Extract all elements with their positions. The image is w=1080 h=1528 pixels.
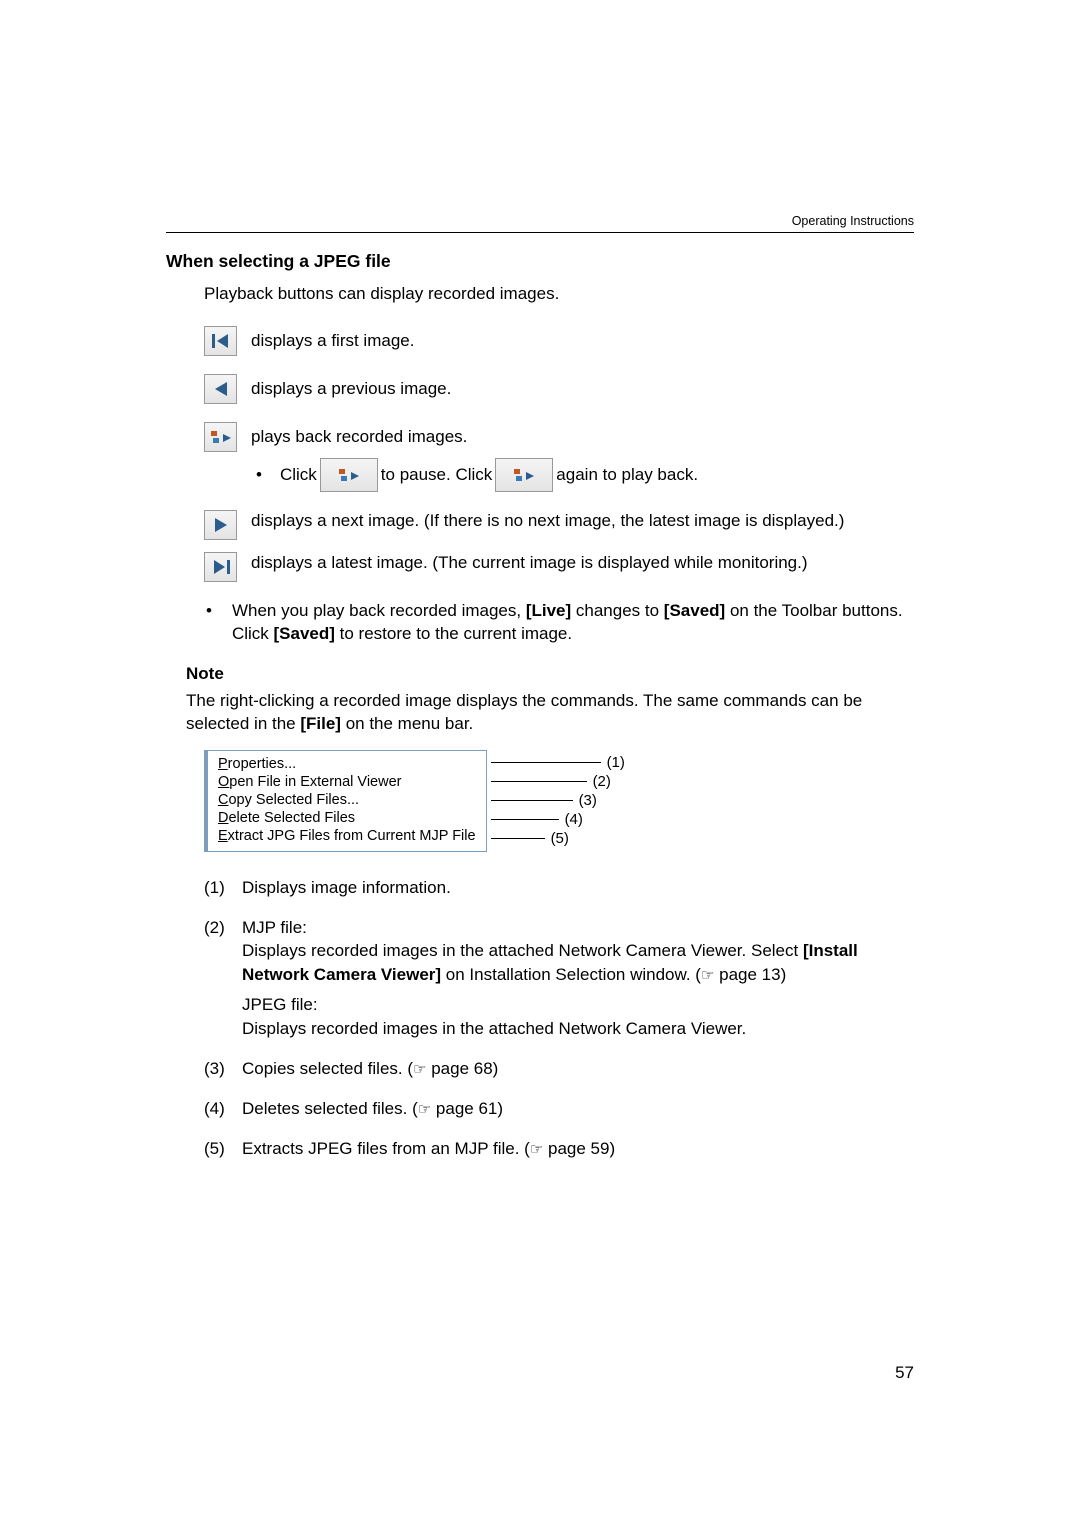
bullet-body: When you play back recorded images, [Liv…	[232, 600, 914, 646]
button-play-row: plays back recorded images.	[204, 422, 914, 452]
menu-item-3: elete Selected Files	[228, 810, 355, 826]
saved-label-2: [Saved]	[274, 624, 335, 643]
bullet-dot-icon: •	[256, 465, 262, 485]
jpeg-file-label: JPEG file:	[242, 993, 914, 1017]
button-last-row: displays a latest image. (The current im…	[204, 552, 914, 582]
list-body: Displays image information.	[242, 876, 914, 900]
section-title: When selecting a JPEG file	[166, 251, 914, 272]
menu-item-4: xtract JPG Files from Current MJP File	[228, 828, 476, 844]
running-title: Operating Instructions	[166, 214, 914, 232]
menu-item: Delete Selected Files	[218, 809, 476, 827]
play-again-icon	[495, 458, 553, 492]
list-body: MJP file: Displays recorded images in th…	[242, 916, 914, 1041]
list-item: (4) Deletes selected files. (☞ page 61)	[204, 1097, 914, 1121]
bullet-text-b: changes to	[571, 601, 664, 620]
page-header: Operating Instructions	[166, 214, 914, 233]
list-item: (1) Displays image information.	[204, 876, 914, 900]
callout-num: (2)	[593, 773, 611, 790]
mjp-desc: Displays recorded images in the attached…	[242, 939, 914, 987]
pause-icon	[320, 458, 378, 492]
button-next-row: displays a next image. (If there is no n…	[204, 510, 914, 540]
list-num: (2)	[204, 916, 242, 1041]
list-num: (5)	[204, 1137, 242, 1161]
list-item: (2) MJP file: Displays recorded images i…	[204, 916, 914, 1041]
button-next-label: displays a next image. (If there is no n…	[251, 510, 914, 533]
pause-end-text: again to play back.	[556, 465, 698, 485]
note-text-a: The right-clicking a recorded image disp…	[186, 691, 862, 733]
previous-icon	[204, 374, 237, 404]
header-rule	[166, 232, 914, 233]
bullet-text-d: to restore to the current image.	[335, 624, 572, 643]
play-sub-bullet: • Click to pause. Click again to play ba…	[256, 458, 914, 492]
saved-label: [Saved]	[664, 601, 725, 620]
pause-mid-text: to pause. Click	[381, 465, 493, 485]
callout-lines: (1) (2) (3) (4) (5)	[491, 753, 625, 848]
numbered-list: (1) Displays image information. (2) MJP …	[204, 876, 914, 1161]
button-last-label: displays a latest image. (The current im…	[251, 552, 914, 575]
list-num: (4)	[204, 1097, 242, 1121]
context-menu-box: Properties... Open File in External View…	[204, 750, 487, 852]
list-item: (5) Extracts JPEG files from an MJP file…	[204, 1137, 914, 1161]
intro-text: Playback buttons can display recorded im…	[204, 284, 914, 304]
context-menu-figure: Properties... Open File in External View…	[204, 750, 914, 852]
button-first-row: displays a first image.	[204, 326, 914, 356]
page-number: 57	[895, 1363, 914, 1383]
button-prev-row: displays a previous image.	[204, 374, 914, 404]
next-icon	[204, 510, 237, 540]
menu-item-2: opy Selected Files...	[228, 792, 359, 808]
menu-item: Copy Selected Files...	[218, 791, 476, 809]
callout-num: (1)	[607, 754, 625, 771]
play-icon	[204, 422, 237, 452]
list-body: Copies selected files. (☞ page 68)	[242, 1057, 914, 1081]
menu-item: Open File in External Viewer	[218, 773, 476, 791]
page-container: Operating Instructions When selecting a …	[0, 0, 1080, 1161]
menu-item: Extract JPG Files from Current MJP File	[218, 827, 476, 845]
list-num: (1)	[204, 876, 242, 900]
page-ref-icon: ☞	[418, 1102, 431, 1118]
click-word: Click	[280, 465, 317, 485]
note-text-b: on the menu bar.	[341, 714, 473, 733]
live-label: [Live]	[526, 601, 571, 620]
bullet-dot-icon: •	[206, 600, 212, 646]
callout-num: (3)	[579, 792, 597, 809]
skip-last-icon	[204, 552, 237, 582]
list-item: (3) Copies selected files. (☞ page 68)	[204, 1057, 914, 1081]
list-num: (3)	[204, 1057, 242, 1081]
list-body: Extracts JPEG files from an MJP file. (☞…	[242, 1137, 914, 1161]
skip-first-icon	[204, 326, 237, 356]
bullet-text-a: When you play back recorded images,	[232, 601, 526, 620]
page-ref-icon: ☞	[413, 1062, 426, 1078]
button-play-label: plays back recorded images.	[251, 427, 467, 447]
note-heading: Note	[186, 664, 914, 684]
list-body: Deletes selected files. (☞ page 61)	[242, 1097, 914, 1121]
callout-num: (4)	[565, 811, 583, 828]
menu-item-1: pen File in External Viewer	[229, 774, 401, 790]
page-ref-icon: ☞	[701, 968, 714, 984]
page-ref-icon: ☞	[530, 1142, 543, 1158]
jpeg-desc: Displays recorded images in the attached…	[242, 1017, 914, 1041]
file-label: [File]	[300, 714, 341, 733]
live-saved-bullet: • When you play back recorded images, [L…	[186, 600, 914, 646]
note-body: The right-clicking a recorded image disp…	[186, 690, 914, 736]
menu-item: Properties...	[218, 755, 476, 773]
mjp-file-label: MJP file:	[242, 916, 914, 940]
callout-num: (5)	[551, 830, 569, 847]
button-prev-label: displays a previous image.	[251, 379, 451, 399]
menu-item-0: roperties...	[228, 756, 297, 772]
button-first-label: displays a first image.	[251, 331, 414, 351]
